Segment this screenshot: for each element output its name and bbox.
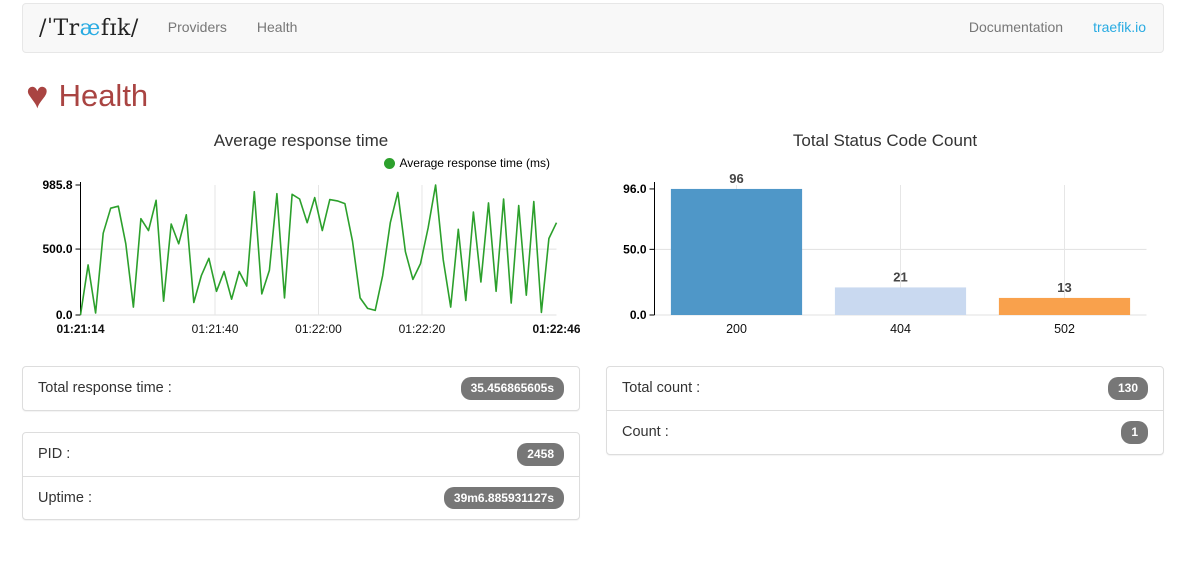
nav-item-health[interactable]: Health bbox=[256, 19, 298, 35]
bar-chart-title: Total Status Code Count bbox=[792, 131, 978, 150]
bar-502 bbox=[998, 297, 1131, 315]
page-title: Health bbox=[58, 78, 149, 113]
panel-label: Total count : bbox=[622, 380, 701, 397]
nav-left: Providers Health bbox=[153, 4, 313, 52]
uptime-badge: 39m6.885931127s bbox=[443, 486, 564, 510]
legend-dot-icon bbox=[384, 157, 396, 169]
heart-icon: ♥ bbox=[26, 75, 49, 117]
bar-category-label: 502 bbox=[1054, 322, 1075, 336]
bar-200 bbox=[670, 188, 803, 315]
status-code-count-chart: 0.0 50.0 96.0 96 200 21 404 13 502 bbox=[623, 173, 1147, 336]
brand-logo[interactable]: /ˈTræfɪk/ bbox=[25, 16, 153, 41]
panel-row-count: Count : 1 bbox=[607, 409, 1163, 454]
nav-right: Documentation traefik.io bbox=[954, 4, 1161, 52]
bar-value-label: 13 bbox=[1057, 280, 1071, 295]
bar-404 bbox=[834, 287, 967, 315]
panel-label: Count : bbox=[622, 424, 669, 441]
x-tick-label: 01:21:14 bbox=[56, 322, 104, 336]
brand-text: /ˈTr bbox=[39, 15, 80, 41]
x-tick-label: 01:22:46 bbox=[532, 322, 580, 336]
x-tick-label: 01:22:20 bbox=[399, 322, 446, 336]
bar-value-label: 96 bbox=[729, 173, 743, 186]
panel-row-pid: PID : 2458 bbox=[23, 433, 579, 476]
legend-spacer bbox=[606, 153, 1164, 173]
y-tick-label: 0.0 bbox=[630, 308, 647, 322]
average-response-time-chart: 0.0 500.0 985.8 01:21:14 01:21:40 01:22:00 01:… bbox=[42, 178, 580, 336]
panel-row-total-response-time: Total response time : 35.456865605s bbox=[23, 367, 579, 410]
panel-label: PID : bbox=[38, 446, 71, 463]
panel-row-total-count: Total count : 130 bbox=[607, 367, 1163, 410]
count-badge: 1 bbox=[1121, 420, 1148, 444]
page-header: ♥ Health bbox=[26, 77, 1160, 115]
navbar: /ˈTræfɪk/ Providers Health Documentation… bbox=[22, 3, 1164, 53]
line-chart-title: Average response time bbox=[213, 131, 389, 150]
bar-value-label: 21 bbox=[893, 269, 907, 284]
panel-label: Total response time : bbox=[38, 380, 172, 397]
response-time-section: Average response time Average response t… bbox=[22, 121, 580, 521]
y-tick-label: 96.0 bbox=[623, 182, 647, 196]
y-tick-label: 50.0 bbox=[623, 242, 647, 256]
response-time-line bbox=[79, 184, 558, 316]
y-tick-label: 500.0 bbox=[42, 242, 72, 256]
line-chart-legend[interactable]: Average response time (ms) bbox=[22, 153, 550, 173]
main-content: Average response time Average response t… bbox=[22, 121, 1164, 521]
nav-item-providers[interactable]: Providers bbox=[167, 19, 227, 35]
nav-item-documentation[interactable]: Documentation bbox=[968, 19, 1064, 35]
bar-category-label: 404 bbox=[890, 322, 911, 336]
brand-accent: æ bbox=[79, 15, 101, 41]
process-info-panel: PID : 2458 Uptime : 39m6.885931127s bbox=[22, 431, 580, 521]
panel-row-uptime: Uptime : 39m6.885931127s bbox=[23, 475, 579, 520]
x-tick-label: 01:21:40 bbox=[192, 322, 239, 336]
total-response-time-badge: 35.456865605s bbox=[460, 377, 564, 400]
count-panel: Total count : 130 Count : 1 bbox=[606, 366, 1164, 455]
total-response-time-panel: Total response time : 35.456865605s bbox=[22, 366, 580, 411]
status-code-section: Total Status Code Count 0.0 50.0 96.0 96 200… bbox=[606, 121, 1164, 520]
x-tick-label: 01:22:00 bbox=[295, 322, 342, 336]
y-tick-label: 985.8 bbox=[42, 178, 72, 192]
bar-category-label: 200 bbox=[726, 322, 747, 336]
y-tick-label: 0.0 bbox=[56, 308, 73, 322]
legend-label: Average response time (ms) bbox=[399, 156, 550, 170]
brand-text-end: fɪk/ bbox=[100, 15, 139, 41]
total-count-badge: 130 bbox=[1107, 377, 1148, 400]
panel-label: Uptime : bbox=[38, 489, 92, 506]
pid-badge: 2458 bbox=[517, 442, 564, 466]
nav-item-traefik-io[interactable]: traefik.io bbox=[1093, 19, 1146, 35]
